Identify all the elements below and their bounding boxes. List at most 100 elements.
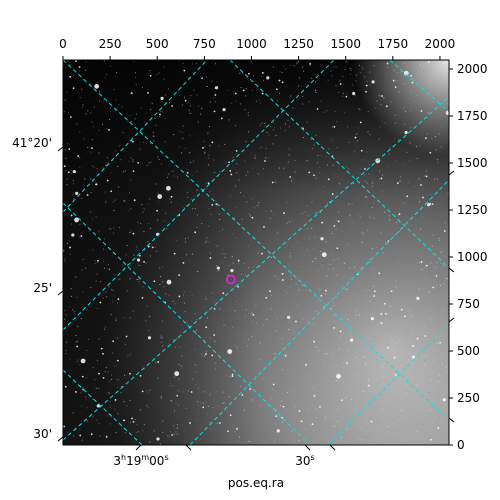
noise-pixel — [409, 110, 411, 112]
noise-pixel — [65, 349, 67, 351]
star — [333, 326, 336, 329]
noise-pixel — [140, 223, 142, 225]
noise-pixel — [380, 232, 382, 234]
noise-pixel — [234, 344, 236, 346]
noise-pixel — [194, 313, 196, 315]
noise-pixel — [350, 329, 352, 331]
noise-pixel — [94, 260, 96, 262]
star — [173, 252, 176, 255]
noise-pixel — [303, 283, 305, 285]
noise-pixel — [195, 371, 197, 373]
noise-pixel — [98, 230, 100, 232]
noise-pixel — [191, 295, 193, 297]
noise-pixel — [406, 314, 408, 316]
star — [69, 75, 72, 78]
noise-pixel — [105, 326, 107, 328]
star — [110, 190, 113, 193]
noise-pixel — [316, 212, 318, 214]
noise-pixel — [244, 109, 246, 111]
noise-pixel — [204, 314, 206, 316]
noise-pixel — [409, 310, 411, 312]
noise-pixel — [241, 273, 243, 275]
noise-pixel — [397, 320, 399, 322]
noise-pixel — [348, 141, 350, 143]
noise-pixel — [165, 293, 167, 295]
noise-pixel — [298, 241, 300, 243]
noise-pixel — [87, 146, 89, 148]
noise-pixel — [261, 122, 263, 124]
noise-pixel — [160, 111, 162, 113]
noise-pixel — [411, 105, 413, 107]
noise-pixel — [125, 254, 127, 256]
noise-pixel — [372, 202, 374, 204]
noise-pixel — [196, 329, 198, 331]
noise-pixel — [108, 269, 110, 271]
noise-pixel — [443, 283, 445, 285]
noise-pixel — [172, 170, 174, 172]
noise-pixel — [347, 181, 349, 183]
noise-pixel — [83, 138, 85, 140]
noise-pixel — [248, 131, 250, 133]
noise-pixel — [110, 416, 112, 418]
noise-pixel — [121, 385, 123, 387]
star — [235, 428, 238, 430]
noise-pixel — [407, 406, 409, 408]
noise-pixel — [424, 69, 426, 71]
noise-pixel — [337, 330, 339, 332]
star — [132, 232, 135, 235]
noise-pixel — [435, 149, 437, 151]
noise-pixel — [197, 401, 199, 403]
noise-pixel — [194, 208, 196, 210]
noise-pixel — [202, 402, 204, 404]
noise-pixel — [66, 341, 68, 343]
noise-pixel — [144, 249, 146, 251]
star — [129, 372, 131, 375]
noise-pixel — [221, 229, 223, 231]
noise-pixel — [94, 263, 96, 265]
noise-pixel — [172, 385, 174, 387]
noise-pixel — [289, 221, 291, 223]
noise-pixel — [149, 227, 151, 229]
noise-pixel — [160, 341, 162, 343]
noise-pixel — [373, 285, 375, 287]
star — [125, 335, 128, 338]
noise-pixel — [345, 166, 347, 168]
noise-pixel — [410, 91, 412, 93]
star — [166, 279, 172, 285]
noise-pixel — [223, 324, 225, 326]
noise-pixel — [145, 262, 147, 264]
star — [420, 261, 423, 263]
noise-pixel — [276, 317, 278, 319]
noise-pixel — [156, 250, 158, 252]
noise-pixel — [137, 431, 139, 433]
noise-pixel — [247, 376, 249, 378]
noise-pixel — [189, 152, 191, 154]
noise-pixel — [376, 421, 378, 423]
noise-pixel — [349, 283, 351, 285]
noise-pixel — [210, 391, 212, 393]
noise-pixel — [313, 196, 315, 198]
noise-pixel — [299, 329, 301, 331]
noise-pixel — [129, 353, 131, 355]
noise-pixel — [179, 131, 181, 133]
star — [184, 99, 187, 102]
noise-pixel — [108, 264, 110, 266]
noise-pixel — [97, 262, 99, 264]
noise-pixel — [113, 89, 115, 91]
noise-pixel — [248, 213, 250, 215]
noise-pixel — [246, 201, 248, 203]
noise-pixel — [333, 425, 335, 427]
noise-pixel — [270, 294, 272, 296]
noise-pixel — [399, 231, 401, 233]
noise-pixel — [339, 366, 341, 368]
noise-pixel — [332, 126, 334, 128]
noise-pixel — [150, 161, 152, 163]
noise-pixel — [389, 219, 391, 221]
star — [309, 62, 312, 65]
noise-pixel — [446, 372, 448, 374]
noise-pixel — [426, 120, 428, 122]
noise-pixel — [107, 392, 109, 394]
noise-pixel — [369, 273, 371, 275]
noise-pixel — [319, 172, 321, 174]
noise-pixel — [205, 187, 207, 189]
